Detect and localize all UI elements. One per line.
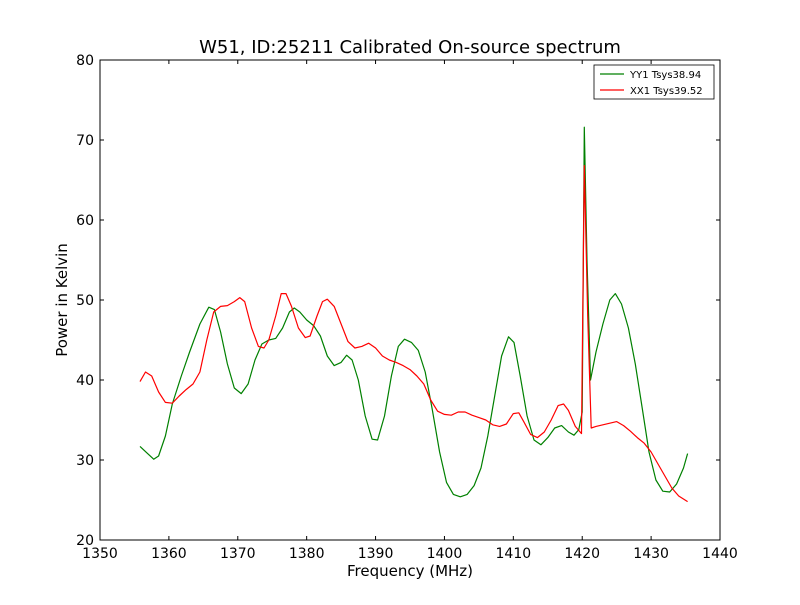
y-tick-label: 80 <box>76 53 94 69</box>
x-tick-label: 1420 <box>564 546 600 562</box>
y-tick-label: 20 <box>76 533 94 549</box>
series-line-xx1 <box>139 165 688 503</box>
y-tick-label: 50 <box>76 293 94 309</box>
y-tick-label: 30 <box>76 453 94 469</box>
x-axis: 1350 1360 1370 1380 1390 1400 1410 1420 1430 1440 <box>82 60 738 562</box>
y-axis: 20 30 40 50 60 70 80 <box>76 53 720 549</box>
y-tick-label: 60 <box>76 213 94 229</box>
x-tick-label: 1430 <box>633 546 669 562</box>
x-tick-label: 1440 <box>702 546 738 562</box>
x-axis-label: Frequency (MHz) <box>347 562 473 580</box>
legend: YY1 Tsys38.94 XX1 Tsys39.52 <box>593 64 715 100</box>
legend-label-xx1: XX1 Tsys39.52 <box>630 86 703 97</box>
legend-box <box>593 64 715 100</box>
chart-title: W51, ID:25211 Calibrated On-source spect… <box>199 37 621 58</box>
x-tick-label: 1390 <box>358 546 394 562</box>
x-tick-label: 1400 <box>427 546 463 562</box>
x-tick-label: 1360 <box>151 546 187 562</box>
y-axis-label: Power in Kelvin <box>53 243 71 357</box>
series-group <box>139 126 689 503</box>
series-line-yy1 <box>139 126 689 498</box>
y-tick-label: 70 <box>76 133 94 149</box>
y-tick-label: 40 <box>76 373 94 389</box>
x-tick-label: 1370 <box>220 546 256 562</box>
x-tick-label: 1350 <box>82 546 118 562</box>
x-tick-label: 1410 <box>496 546 532 562</box>
x-tick-label: 1380 <box>289 546 325 562</box>
legend-label-yy1: YY1 Tsys38.94 <box>629 70 701 81</box>
